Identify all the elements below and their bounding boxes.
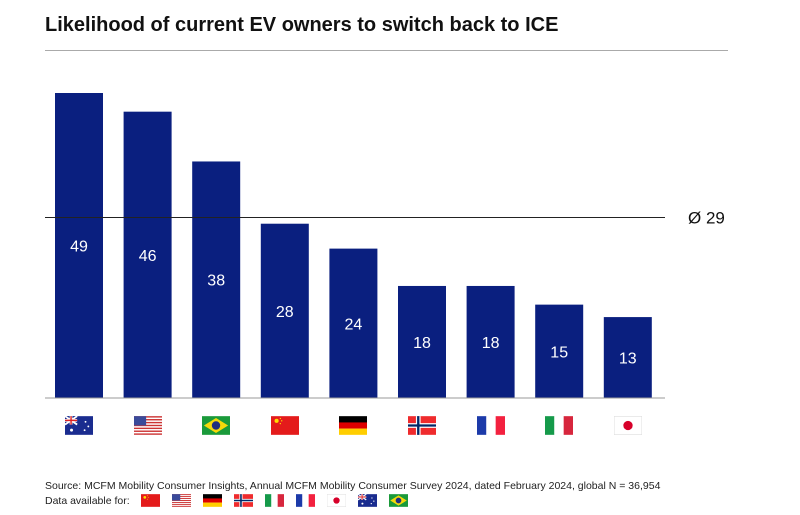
bar-france <box>466 285 515 398</box>
available-flags <box>140 494 408 507</box>
bar-value-label: 18 <box>413 335 431 352</box>
flag-br-icon <box>202 416 231 435</box>
bar-japan <box>603 317 652 398</box>
bar-chart: 49 46 38 28 24 18 18 15 13 Ø 29 <box>45 93 725 436</box>
title-divider <box>45 50 728 51</box>
flag-au-icon <box>357 494 377 507</box>
average-label: Ø 29 <box>688 208 725 227</box>
bar-value-label: 49 <box>70 239 88 256</box>
data-available-label: Data available for: <box>45 494 130 507</box>
flag-fr-icon <box>295 494 315 507</box>
flag-jp-icon <box>613 416 642 436</box>
flag-au-icon <box>65 416 93 435</box>
flag-fr-icon <box>476 416 505 435</box>
bar-value-label: 18 <box>482 335 500 352</box>
bar-value-label: 46 <box>139 248 157 265</box>
bar-brazil <box>192 161 241 398</box>
bar-italy <box>535 304 584 398</box>
bar-value-label: 13 <box>619 351 637 368</box>
data-available-row: Data available for: <box>45 494 408 507</box>
flag-no-icon <box>233 494 253 507</box>
source-note: Source: MCFM Mobility Consumer Insights,… <box>45 480 661 492</box>
bar-australia <box>55 93 103 398</box>
flag-it-icon <box>264 494 284 507</box>
flag-br-icon <box>388 494 408 507</box>
bar-value-label: 28 <box>276 304 294 321</box>
flag-it-icon <box>545 416 574 435</box>
flag-us-icon <box>171 494 191 507</box>
flag-no-icon <box>408 416 436 435</box>
bar-value-label: 15 <box>550 344 568 361</box>
bar-norway <box>398 285 446 398</box>
bar-germany <box>329 248 378 398</box>
bar-value-label: 24 <box>345 316 363 333</box>
bar-china <box>260 223 309 398</box>
flag-jp-icon <box>326 494 346 507</box>
flag-cn-icon <box>270 416 299 435</box>
flag-de-icon <box>202 494 222 507</box>
flag-cn-icon <box>140 494 160 507</box>
flag-us-icon <box>133 416 162 435</box>
flag-de-icon <box>339 416 368 435</box>
chart-title: Likelihood of current EV owners to switc… <box>45 14 559 36</box>
bar-value-label: 38 <box>207 273 225 290</box>
bar-usa <box>123 111 172 399</box>
